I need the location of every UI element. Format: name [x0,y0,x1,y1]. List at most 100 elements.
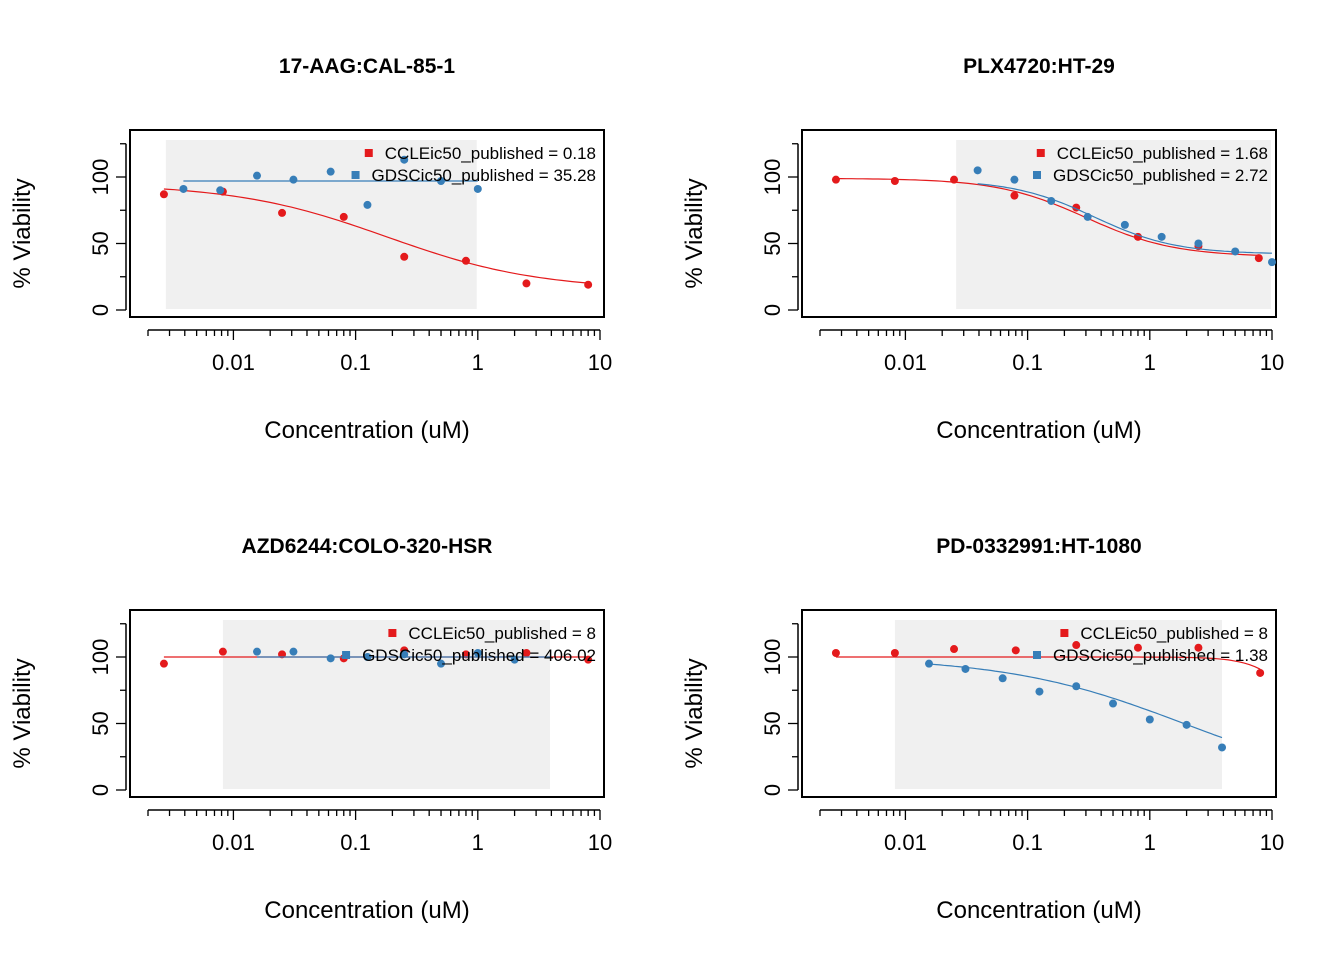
chart-title: PLX4720:HT-29 [963,55,1115,78]
x-tick-label: 1 [1144,830,1156,855]
ccle-data-point [1072,641,1081,650]
x-tick-label: 0.1 [340,830,371,855]
y-axis-title: % Viability [681,178,708,288]
gdsc-data-point [1231,247,1240,256]
legend-swatch-ccle [364,149,373,157]
chart-title: 17-AAG:CAL-85-1 [279,55,456,78]
gdsc-data-point [1268,258,1276,267]
x-axis-title: Concentration (uM) [936,417,1141,444]
ccle-data-point [1256,668,1265,677]
gdsc-data-point [1109,699,1118,708]
fit-curve-ccle [835,656,1261,670]
x-tick-label: 1 [472,350,484,375]
gdsc-data-point [437,659,446,668]
ccle-data-point [522,279,531,288]
gdsc-data-point [289,647,298,656]
x-tick-label: 0.1 [1012,350,1043,375]
plot-frame [129,609,605,798]
x-axis-title: Concentration (uM) [936,897,1141,924]
x-tick-label: 0.01 [212,830,255,855]
ccle-data-point [1011,646,1020,655]
gdsc-data-point [179,184,188,193]
legend-label-ccle: CCLEic50_published = 1.68 [1057,144,1268,163]
ccle-data-point [400,252,409,261]
ccle-data-point [890,649,899,658]
y-tick-label: 50 [760,711,785,735]
legend-swatch-ccle [1036,149,1045,157]
ccle-data-point [1254,254,1263,263]
gdsc-data-point [1145,715,1154,724]
gdsc-data-point [216,186,225,195]
x-tick-label: 0.1 [340,350,371,375]
ccle-data-point [831,649,840,658]
legend-swatch-gdsc [351,171,360,179]
y-tick-label: 0 [760,784,785,796]
gdsc-data-point [1047,196,1056,205]
legend-label-gdsc: GDSCic50_published = 2.72 [1053,166,1268,185]
ccle-data-point [584,280,593,289]
plot-frame [801,129,1277,318]
gdsc-data-point [1083,212,1092,221]
plot-frame [801,609,1277,798]
ccle-data-point [278,650,287,659]
legend-swatch-gdsc [342,651,351,659]
gdsc-data-point [1072,682,1081,691]
gdsc-data-point [1157,232,1166,241]
x-tick-label: 10 [1260,830,1284,855]
x-tick-label: 10 [588,350,612,375]
ccle-data-point [278,208,287,217]
ccle-data-point [461,256,470,265]
x-tick-label: 0.1 [1012,830,1043,855]
y-tick-label: 0 [88,304,113,316]
gdsc-data-point [326,167,335,176]
y-tick-label: 0 [88,784,113,796]
y-tick-label: 100 [88,639,113,676]
gdsc-data-point [1218,743,1227,752]
tested-range-shade [165,140,477,309]
chart-panel-2: PLX4720:HT-29 0.01 0.1 1 10 Concentration (uM… [681,55,1284,444]
x-tick-label: 0.01 [884,350,927,375]
legend-swatch-gdsc [1033,171,1041,179]
plot-frame [129,129,605,318]
legend-swatch-gdsc [1033,651,1041,659]
legend-swatch-ccle [388,629,397,637]
x-tick-label: 10 [588,830,612,855]
y-tick-label: 100 [760,639,785,676]
ccle-data-point [1010,191,1019,200]
gdsc-data-point [253,171,262,180]
ccle-data-point [1133,643,1142,652]
gdsc-data-point [1194,239,1203,248]
gdsc-data-point [326,654,335,663]
gdsc-data-point [1182,720,1191,729]
chart-title: AZD6244:COLO-320-HSR [242,535,493,558]
ccle-data-point [159,659,168,668]
gdsc-data-point [400,650,409,659]
x-axis-title: Concentration (uM) [264,897,469,924]
x-axis-title: Concentration (uM) [264,417,469,444]
ccle-data-point [461,650,470,659]
legend-label-ccle: CCLEic50_published = 8 [408,624,596,643]
ccle-data-point [522,649,531,658]
y-axis-title: % Viability [681,658,708,768]
fit-curve-gdsc [977,183,1273,254]
y-tick-label: 0 [760,304,785,316]
chart-panel-1: 17-AAG:CAL-85-1 0.01 0.1 1 10 Concentration (… [9,55,612,444]
chart-panel-4: PD-0332991:HT-1080 0.01 0.1 1 10 Concentratio… [681,535,1284,924]
y-tick-label: 50 [88,711,113,735]
chart-title: PD-0332991:HT-1080 [936,535,1141,558]
gdsc-data-point [925,659,934,668]
legend-label-gdsc: GDSCic50_published = 406.02 [362,646,596,665]
gdsc-data-point [510,655,519,664]
x-tick-label: 1 [1144,350,1156,375]
gdsc-data-point [1010,175,1019,184]
tested-range-shade [222,620,551,789]
legend-label-gdsc: GDSCic50_published = 35.28 [372,166,596,185]
y-tick-label: 100 [88,159,113,196]
x-tick-label: 0.01 [884,830,927,855]
gdsc-data-point [961,664,970,673]
ccle-data-point [159,190,168,199]
legend-swatch-ccle [1060,629,1069,637]
y-tick-label: 100 [760,159,785,196]
y-axis-title: % Viability [9,178,36,288]
